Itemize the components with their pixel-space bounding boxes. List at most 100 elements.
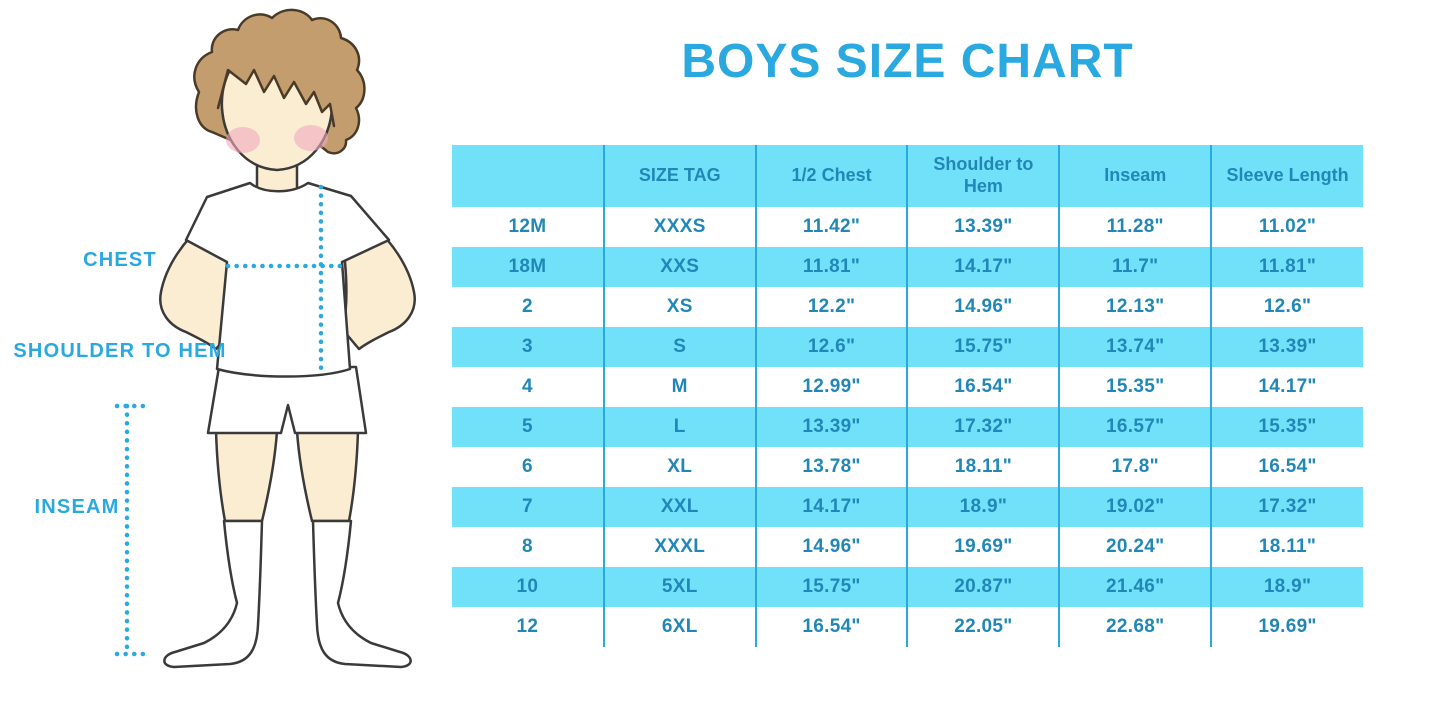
table-cell: 19.69"	[1210, 607, 1363, 647]
col-header-inseam: Inseam	[1058, 145, 1212, 207]
table-cell: 12.99"	[754, 367, 908, 407]
table-cell: 8	[521, 536, 533, 557]
shorts	[206, 365, 368, 435]
size-table-header: SIZE TAG 1/2 Chest Shoulder to Hem Inseam Sl…	[452, 145, 1363, 207]
table-cell: 14.17"	[754, 487, 908, 527]
col-header-size-tag: SIZE TAG	[602, 145, 756, 207]
boy-measurement-figure	[114, 8, 416, 669]
table-cell: 14.17"	[1210, 367, 1363, 407]
table-cell: 18.9"	[1210, 567, 1363, 607]
table-cell: 3	[521, 336, 533, 357]
table-cell: 21.46"	[1058, 567, 1212, 607]
t-shirt	[184, 181, 391, 378]
table-cell: 7	[521, 496, 533, 517]
table-cell: S	[602, 327, 756, 367]
table-cell: 14.96"	[906, 287, 1060, 327]
table-cell: 11.7"	[1058, 247, 1212, 287]
table-cell: 6XL	[602, 607, 756, 647]
table-cell: 14.96"	[754, 527, 908, 567]
blush-left	[226, 127, 260, 153]
table-cell: 14.17"	[906, 247, 1060, 287]
table-cell: 16.54"	[906, 367, 1060, 407]
table-row: 10 5XL 15.75" 20.87" 21.46" 18.9"	[452, 567, 1363, 607]
col-header-shoulder-to-hem: Shoulder to Hem	[906, 145, 1060, 207]
table-cell: XL	[602, 447, 756, 487]
col-header-1-2-chest: 1/2 Chest	[754, 145, 908, 207]
table-cell: 17.32"	[1210, 487, 1363, 527]
table-row: 3 S 12.6" 15.75" 13.74" 13.39"	[452, 327, 1363, 367]
table-row: 5 L 13.39" 17.32" 16.57" 15.35"	[452, 407, 1363, 447]
page-title: BOYS SIZE CHART	[681, 35, 1134, 88]
table-cell: 12.13"	[1058, 287, 1212, 327]
table-cell: 4	[521, 376, 533, 397]
table-row: 2 XS 12.2" 14.96" 12.13" 12.6"	[452, 287, 1363, 327]
table-cell: XXL	[602, 487, 756, 527]
table-cell: 16.54"	[754, 607, 908, 647]
table-cell: 17.8"	[1058, 447, 1212, 487]
table-cell: 12M	[508, 216, 547, 237]
table-cell: 15.35"	[1058, 367, 1212, 407]
table-cell: 15.75"	[906, 327, 1060, 367]
table-cell: 22.68"	[1058, 607, 1212, 647]
table-cell: 12	[516, 616, 539, 637]
table-row: 12M XXXS 11.42" 13.39" 11.28" 11.02"	[452, 207, 1363, 247]
size-table: SIZE TAG 1/2 Chest Shoulder to Hem Inseam Sl…	[452, 145, 1363, 647]
hair-fringe-outline	[216, 68, 336, 128]
table-cell: 20.87"	[906, 567, 1060, 607]
table-row: 18M XXS 11.81" 14.17" 11.7" 11.81"	[452, 247, 1363, 287]
table-cell: 13.39"	[906, 207, 1060, 247]
table-cell: 2	[521, 296, 533, 317]
table-cell: 13.78"	[754, 447, 908, 487]
header-row: SIZE TAG 1/2 Chest Shoulder to Hem Inseam Sl…	[452, 145, 1363, 207]
table-cell: 5XL	[602, 567, 756, 607]
table-cell: 16.57"	[1058, 407, 1212, 447]
blush-right	[294, 125, 328, 151]
table-cell: 15.35"	[1210, 407, 1363, 447]
table-cell: 11.42"	[754, 207, 908, 247]
table-cell: 19.69"	[906, 527, 1060, 567]
right-leg	[295, 429, 360, 523]
table-cell: XXXL	[602, 527, 756, 567]
table-cell: 18.11"	[1210, 527, 1363, 567]
table-cell: 11.02"	[1210, 207, 1363, 247]
table-row: 7 XXL 14.17" 18.9" 19.02" 17.32"	[452, 487, 1363, 527]
table-cell: 18.9"	[906, 487, 1060, 527]
table-cell: 5	[521, 416, 533, 437]
table-cell: 13.39"	[754, 407, 908, 447]
table-cell: 18M	[508, 256, 547, 277]
chest-label: CHEST	[83, 249, 157, 271]
table-row: 6 XL 13.78" 18.11" 17.8" 16.54"	[452, 447, 1363, 487]
shoulder-to-hem-label: SHOULDER TO HEM	[13, 340, 227, 362]
table-cell: 16.54"	[1210, 447, 1363, 487]
table-cell: 11.81"	[754, 247, 908, 287]
left-sock	[163, 519, 264, 669]
table-cell: 13.39"	[1210, 327, 1363, 367]
table-cell: M	[602, 367, 756, 407]
table-cell: 12.2"	[754, 287, 908, 327]
table-cell: L	[602, 407, 756, 447]
table-cell: XXXS	[602, 207, 756, 247]
size-table-body: 12M XXXS 11.42" 13.39" 11.28" 11.02" 18M XXS 11.…	[452, 207, 1363, 647]
col-header-size	[452, 145, 604, 207]
table-cell: XXS	[602, 247, 756, 287]
table-row: 12 6XL 16.54" 22.05" 22.68" 19.69"	[452, 607, 1363, 647]
table-cell: 19.02"	[1058, 487, 1212, 527]
table-cell: 10	[516, 576, 539, 597]
table-cell: 20.24"	[1058, 527, 1212, 567]
table-cell: 15.75"	[754, 567, 908, 607]
table-cell: 13.74"	[1058, 327, 1212, 367]
table-cell: 12.6"	[1210, 287, 1363, 327]
table-cell: XS	[602, 287, 756, 327]
table-cell: 6	[521, 456, 533, 477]
table-row: 4 M 12.99" 16.54" 15.35" 14.17"	[452, 367, 1363, 407]
left-leg	[214, 429, 279, 523]
table-cell: 17.32"	[906, 407, 1060, 447]
table-row: 8 XXXL 14.96" 19.69" 20.24" 18.11"	[452, 527, 1363, 567]
table-cell: 11.81"	[1210, 247, 1363, 287]
table-cell: 22.05"	[906, 607, 1060, 647]
col-header-sleeve-length: Sleeve Length	[1210, 145, 1363, 207]
table-cell: 18.11"	[906, 447, 1060, 487]
table-cell: 11.28"	[1058, 207, 1212, 247]
right-sock	[311, 519, 412, 669]
